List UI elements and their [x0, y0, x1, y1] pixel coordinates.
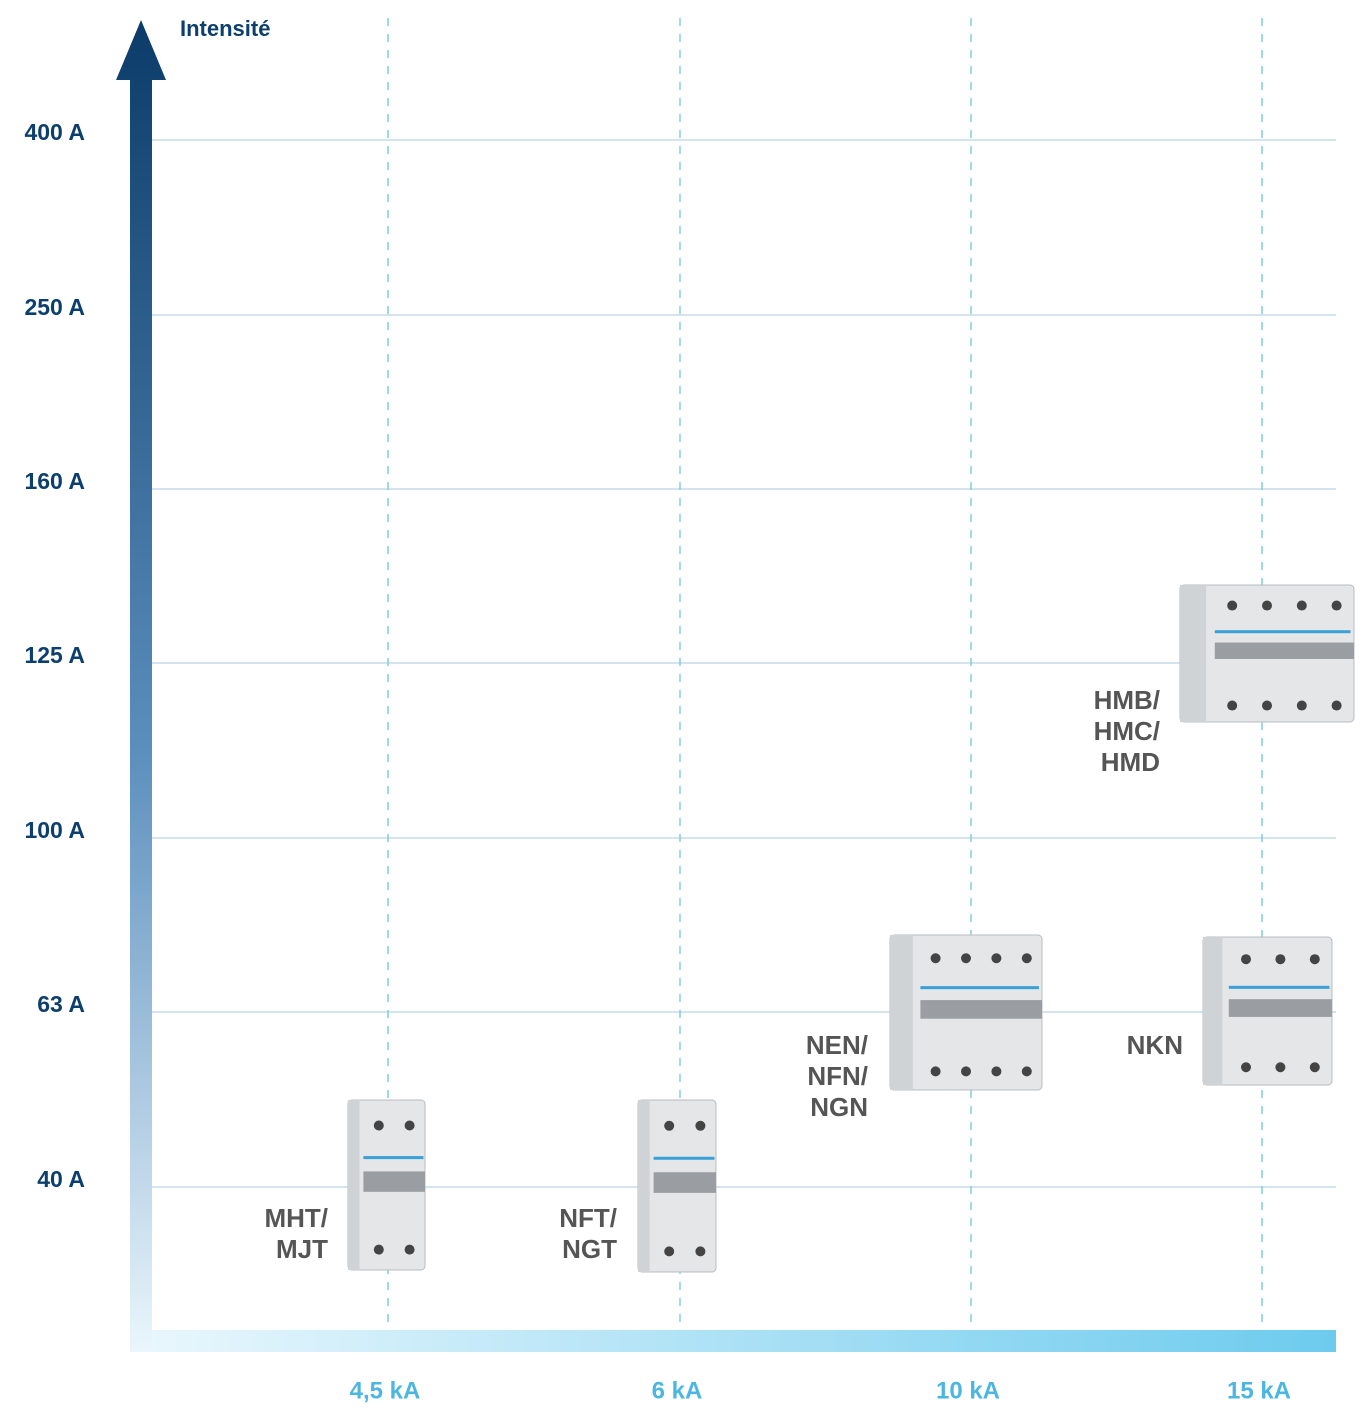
- breaker-side: [890, 935, 913, 1090]
- breaker-stripe: [920, 986, 1039, 990]
- terminal: [1296, 600, 1307, 611]
- y-label: 250 A: [24, 294, 85, 320]
- terminal: [404, 1120, 415, 1131]
- breaker-toggle: [1228, 999, 1332, 1017]
- product-label: MHT/: [264, 1203, 328, 1233]
- terminal: [695, 1246, 706, 1257]
- breaker-toggle: [653, 1172, 716, 1193]
- terminal: [991, 953, 1002, 964]
- terminal: [1241, 954, 1251, 965]
- terminal: [1331, 600, 1342, 611]
- terminal: [1296, 700, 1307, 711]
- terminal: [1275, 954, 1286, 965]
- terminal: [695, 1120, 706, 1131]
- product-label: NGT: [562, 1234, 617, 1264]
- y-label: 400 A: [24, 119, 85, 145]
- products: MHT/MJT NFT/NGT NEN/NFN/NGN NKN HMB/HMC/HMD: [264, 584, 1355, 1273]
- terminal: [1331, 700, 1342, 711]
- axis-title: Intensité: [180, 16, 270, 41]
- product-label: HMD: [1101, 747, 1160, 777]
- terminal: [930, 1066, 941, 1077]
- terminal: [961, 1066, 971, 1077]
- breaker: [637, 1099, 717, 1273]
- breaker: [347, 1099, 426, 1271]
- terminal: [1275, 1062, 1286, 1073]
- terminal: [1262, 600, 1272, 611]
- breaker-side: [348, 1100, 360, 1270]
- x-label: 10 kA: [936, 1377, 1000, 1404]
- terminal: [664, 1120, 675, 1131]
- product-label: MJT: [276, 1234, 328, 1264]
- product-label: NFT/: [559, 1203, 617, 1233]
- y-label: 40 A: [37, 1166, 85, 1192]
- x-label: 15 kA: [1227, 1377, 1291, 1404]
- breaker-stripe: [1214, 630, 1351, 634]
- breaker-side: [1180, 585, 1207, 722]
- breaker-toggle: [920, 1000, 1042, 1019]
- breaker: [1202, 936, 1333, 1086]
- terminal: [1021, 1066, 1032, 1077]
- y-label: 160 A: [24, 468, 85, 494]
- terminal: [961, 953, 971, 964]
- product-label: HMC/: [1094, 716, 1160, 746]
- breaker-stripe: [1228, 985, 1330, 989]
- breaker-stripe: [363, 1156, 424, 1160]
- y-label: 63 A: [37, 991, 85, 1017]
- terminal: [1227, 600, 1238, 611]
- product-label: HMB/: [1094, 685, 1160, 715]
- y-axis-arrow: [116, 20, 166, 1352]
- terminal: [1021, 953, 1032, 964]
- terminal: [991, 1066, 1002, 1077]
- product-label: NFN/: [807, 1061, 868, 1091]
- breaker-stripe: [653, 1156, 715, 1160]
- terminal: [1227, 700, 1238, 711]
- y-label: 125 A: [24, 642, 85, 668]
- breaker-toggle: [363, 1171, 425, 1192]
- breaker: [889, 934, 1043, 1091]
- terminal: [404, 1244, 415, 1255]
- terminal: [664, 1246, 675, 1257]
- y-label: 100 A: [24, 817, 85, 843]
- terminal: [1309, 954, 1320, 965]
- product-label: NEN/: [806, 1030, 868, 1060]
- product-label: NKN: [1127, 1030, 1183, 1060]
- terminal: [1241, 1062, 1251, 1073]
- terminal: [930, 953, 941, 964]
- terminal: [1309, 1062, 1320, 1073]
- terminal: [1262, 700, 1272, 711]
- breaker-side: [1203, 937, 1223, 1085]
- breaker-toggle: [1214, 642, 1354, 659]
- x-label: 6 kA: [652, 1377, 703, 1404]
- x-axis-bar: [130, 1330, 1336, 1352]
- breaker: [1179, 584, 1355, 723]
- breaker-side: [638, 1100, 650, 1272]
- terminal: [373, 1120, 384, 1131]
- product-label: NGN: [810, 1092, 868, 1122]
- grid: 400 A 250 A 160 A 125 A 100 A 63 A 40 A 4,5 kA 6…: [24, 18, 1336, 1404]
- terminal: [373, 1244, 384, 1255]
- x-label: 4,5 kA: [350, 1377, 421, 1404]
